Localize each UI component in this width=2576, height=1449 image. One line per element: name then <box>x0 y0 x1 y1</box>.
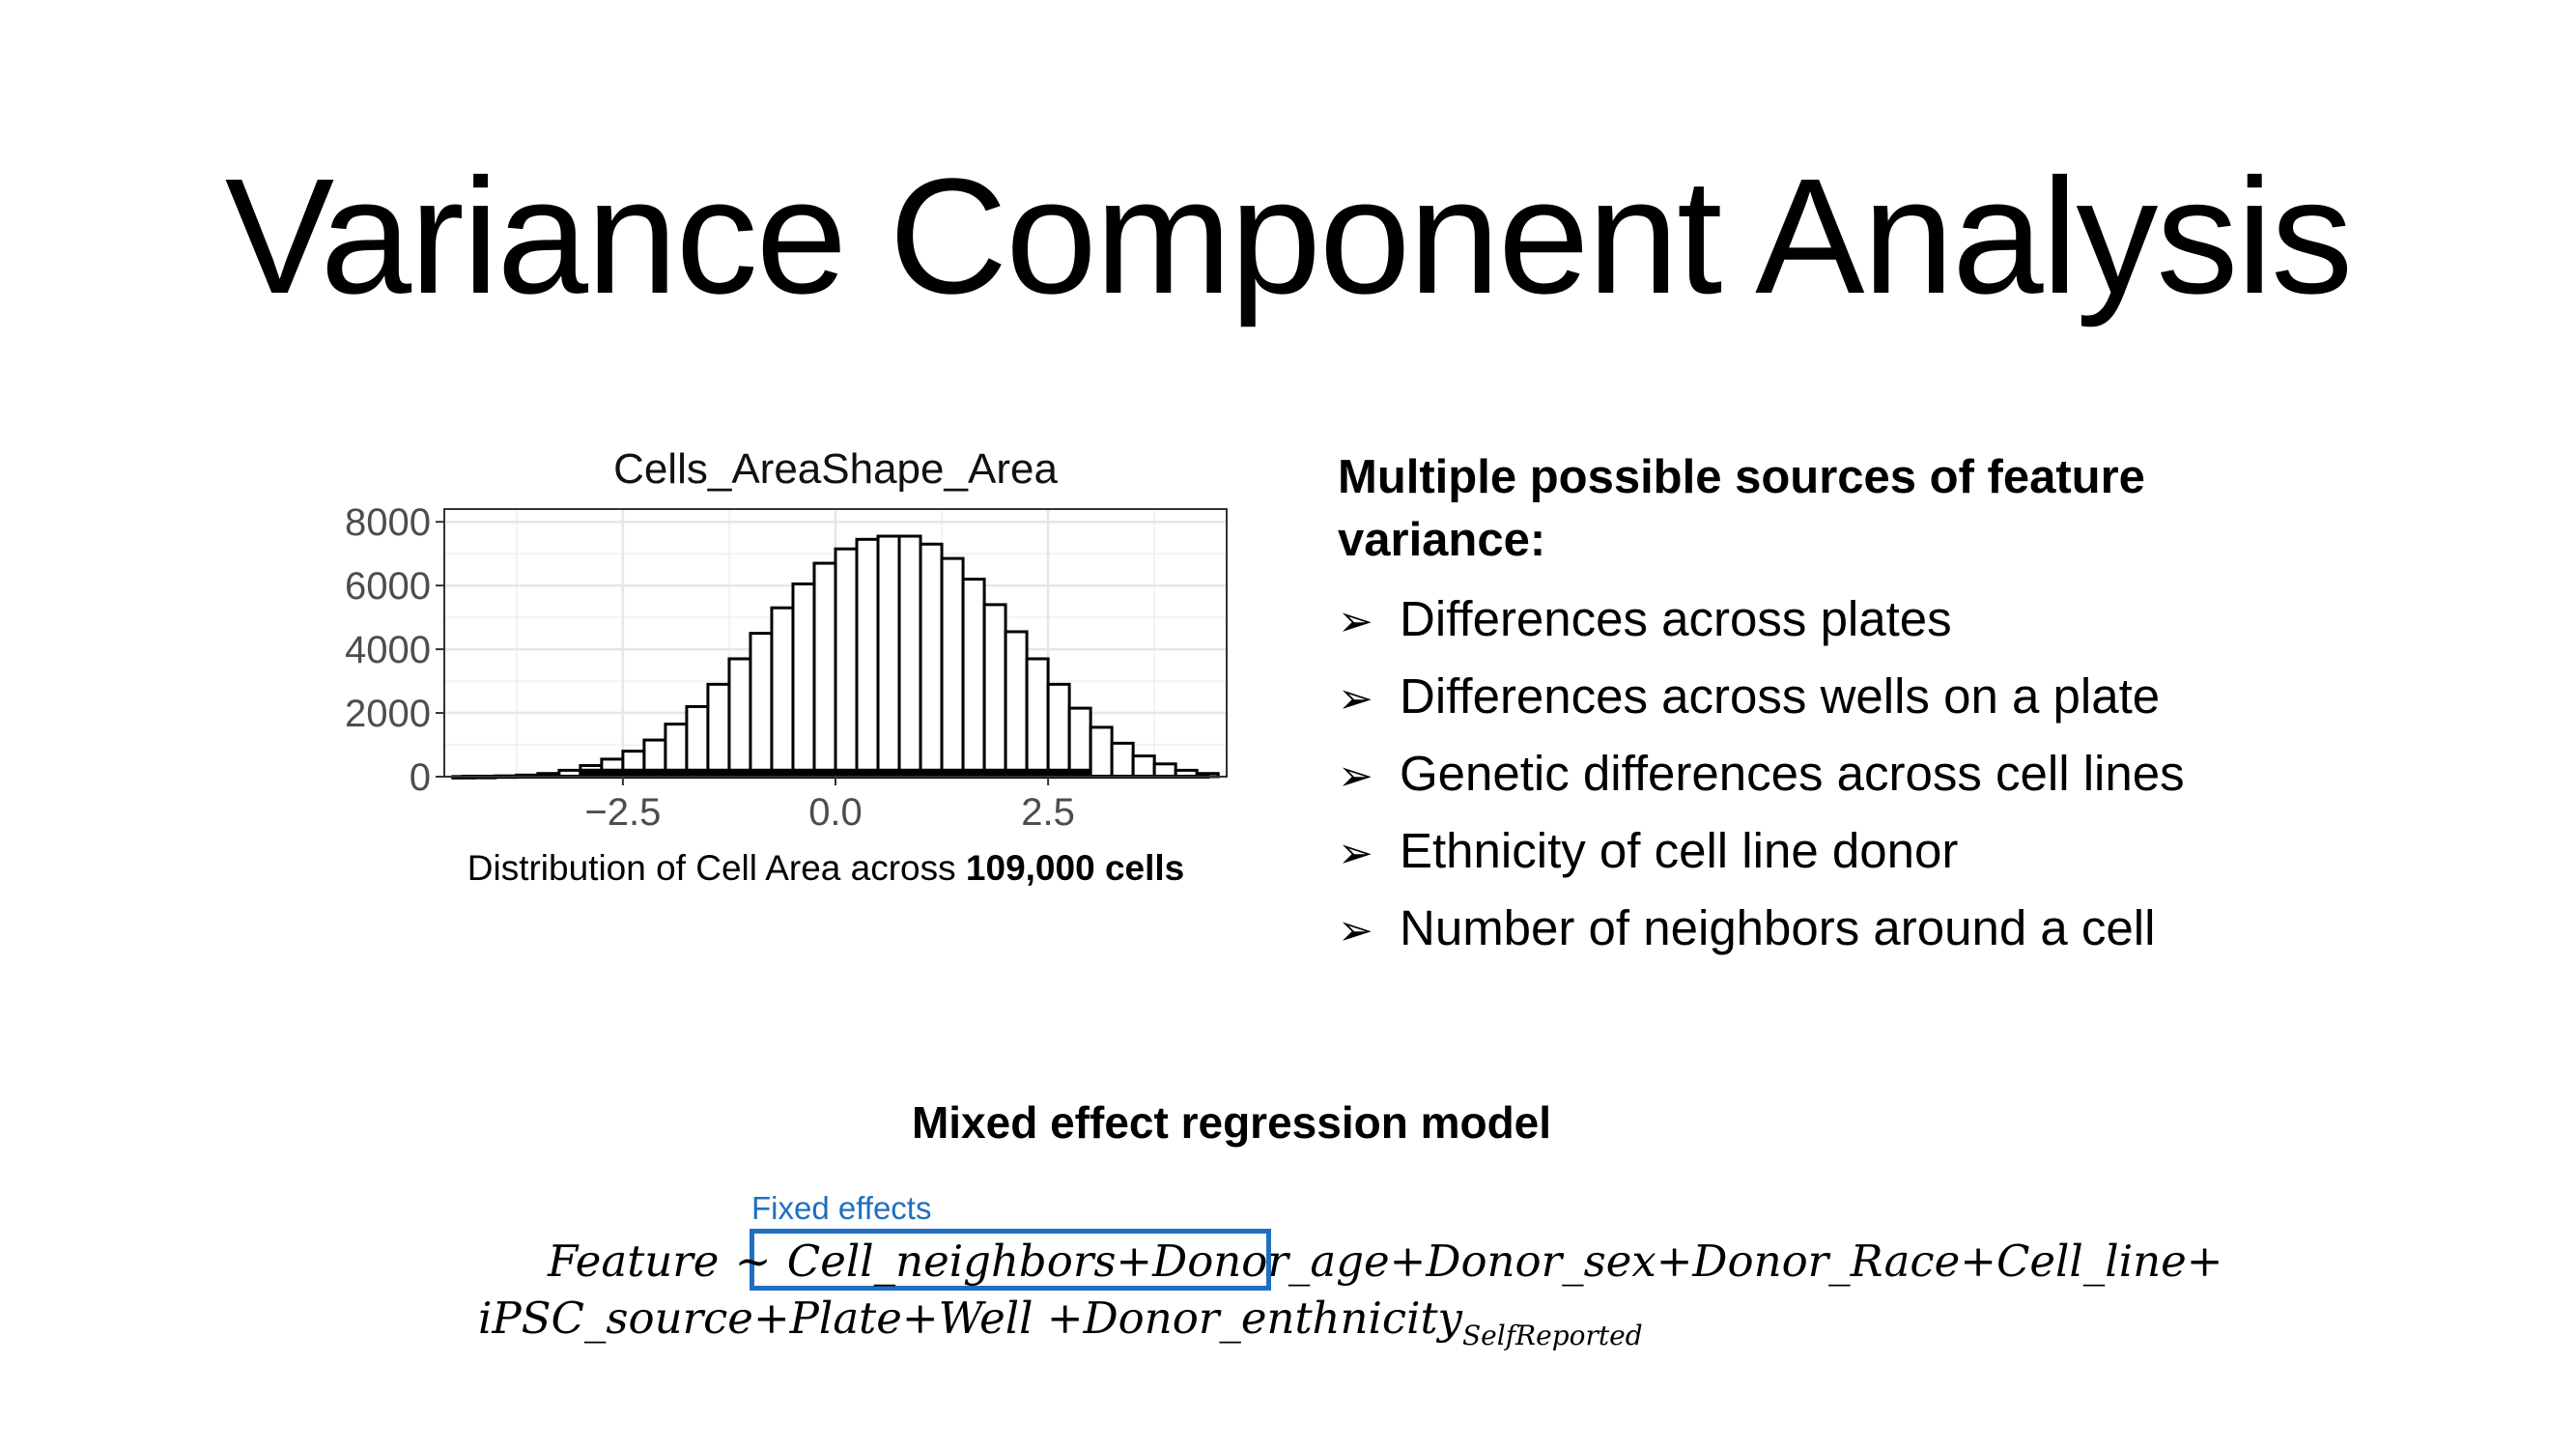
histogram-bar <box>876 534 901 779</box>
histogram-bar <box>706 682 731 779</box>
y-tick-label: 2000 <box>345 693 431 735</box>
y-tick-label: 0 <box>410 756 431 799</box>
y-tick-label: 4000 <box>345 629 431 671</box>
arrow-bullet-icon: ➢ <box>1338 907 1373 954</box>
source-item-ethnicity: Ethnicity of cell line donor <box>1400 823 1959 878</box>
histogram-baseline-band <box>580 768 1091 777</box>
sources-heading: Multiple possible sources of feature var… <box>1338 451 2145 566</box>
histogram-bar <box>1067 706 1092 779</box>
histogram-bar <box>940 556 965 779</box>
arrow-bullet-icon: ➢ <box>1338 830 1373 877</box>
x-tick-label: 2.5 <box>1021 791 1075 834</box>
histogram-bar <box>1025 657 1050 779</box>
histogram-bar <box>770 606 795 779</box>
histogram-caption: Distribution of Cell Area across 109,000… <box>386 848 1265 889</box>
tilde-symbol: ∼ <box>734 1236 772 1287</box>
histogram-bar <box>749 632 774 779</box>
list-item: ➢ Differences across wells on a plate <box>1338 659 2477 736</box>
equation-subscript: SelfReported <box>1461 1320 1643 1351</box>
histogram-bar <box>897 534 922 779</box>
histogram-bar <box>919 542 944 779</box>
equation-random-terms-2: iPSC_source+Plate+Well +Donor_enthnicity <box>478 1293 1462 1344</box>
histogram-bars <box>451 534 1220 780</box>
histogram-bar <box>1089 725 1114 779</box>
histogram-bar <box>1110 741 1135 779</box>
arrow-bullet-icon: ➢ <box>1338 675 1373 723</box>
histogram-bar <box>1131 754 1156 779</box>
histogram-bar <box>1004 630 1029 779</box>
slide-title: Variance Component Analysis <box>224 145 2353 328</box>
source-item-neighbors: Number of neighbors around a cell <box>1400 900 2156 955</box>
source-item-cell-lines: Genetic differences across cell lines <box>1400 746 2185 801</box>
list-item: ➢ Genetic differences across cell lines <box>1338 736 2477 813</box>
histogram-chart: Cells_AreaShape_Area 0 2000 4000 6000 8000 −… <box>345 445 1228 834</box>
x-tick-label: 0.0 <box>808 791 863 834</box>
histogram-bar <box>685 704 710 779</box>
y-tick-label: 8000 <box>345 501 431 544</box>
source-item-wells: Differences across wells on a plate <box>1400 668 2161 724</box>
fixed-effects-label: Fixed effects <box>751 1190 932 1226</box>
chart-title: Cells_AreaShape_Area <box>613 445 1058 493</box>
source-item-plates: Differences across plates <box>1400 591 1952 646</box>
x-tick-label: −2.5 <box>584 791 661 834</box>
y-axis: 0 2000 4000 6000 8000 <box>345 501 444 799</box>
equation-line-1: Feature ∼ Cell_neighbors+Donor_age+Donor… <box>548 1239 2222 1283</box>
equation-fixed-terms: Cell_neighbors+Donor_age <box>786 1236 1390 1287</box>
equation-random-terms: +Donor_sex+Donor_Race+Cell_line+ <box>1389 1236 2223 1287</box>
histogram-bar <box>982 603 1007 779</box>
x-axis: −2.5 0.0 2.5 <box>584 777 1075 834</box>
histogram-bar <box>727 657 752 779</box>
histogram-bar <box>855 537 880 779</box>
sources-list: ➢ Differences across plates ➢ Differences … <box>1338 582 2477 968</box>
histogram-bar <box>961 578 986 779</box>
y-tick-label: 6000 <box>345 565 431 608</box>
list-item: ➢ Differences across plates <box>1338 582 2477 659</box>
equation-line-2: iPSC_source+Plate+Well +Donor_enthnicity… <box>478 1296 1643 1350</box>
arrow-bullet-icon: ➢ <box>1338 753 1373 800</box>
list-item: ➢ Ethnicity of cell line donor <box>1338 813 2477 891</box>
model-heading: Mixed effect regression model <box>911 1097 1552 1148</box>
caption-text: Distribution of Cell Area across <box>467 848 966 888</box>
histogram-bar <box>791 582 816 779</box>
histogram-bar <box>834 547 859 779</box>
variance-sources-panel: Multiple possible sources of feature var… <box>1338 446 2477 968</box>
histogram-bar <box>1046 682 1071 779</box>
histogram-bar <box>812 561 837 779</box>
equation-lhs: Feature <box>548 1236 720 1287</box>
arrow-bullet-icon: ➢ <box>1338 598 1373 645</box>
list-item: ➢ Number of neighbors around a cell <box>1338 891 2477 968</box>
fixed-effects-box <box>750 1229 1271 1291</box>
caption-cell-count: 109,000 cells <box>965 848 1185 888</box>
